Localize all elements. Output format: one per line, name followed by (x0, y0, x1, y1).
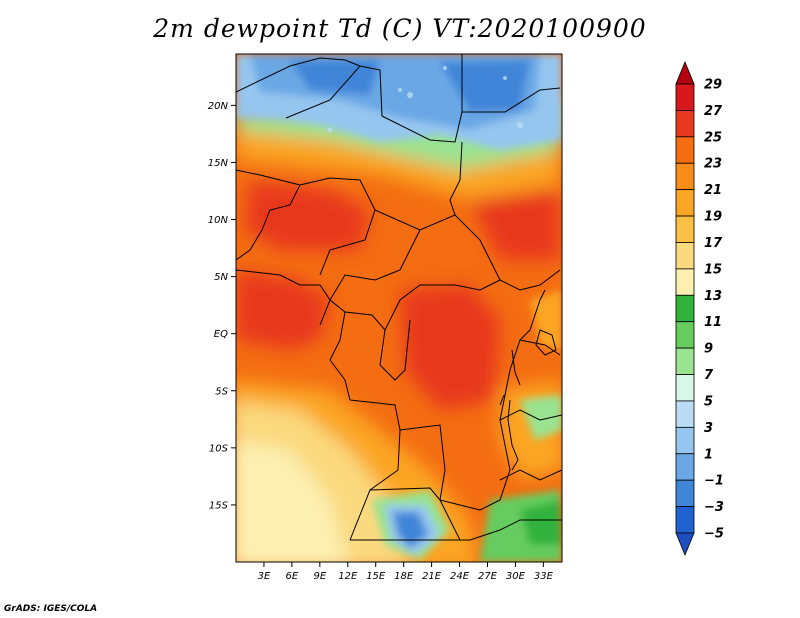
colorbar-band (675, 321, 695, 349)
colorbar-label: −5 (704, 527, 724, 542)
colorbar-label: 7 (704, 368, 714, 383)
colorbar-band (675, 426, 695, 455)
lon-tick-label: 15E (366, 571, 386, 582)
colorbar-band (675, 242, 695, 270)
colorbar-label: 1 (704, 447, 713, 462)
colorbar-band (675, 400, 695, 428)
lat-tick-label: 10S (209, 443, 229, 454)
colorbar-label: −1 (704, 474, 724, 489)
colorbar-label: 27 (704, 104, 723, 119)
lon-tick-label: 30E (506, 571, 526, 582)
colorbar-label: 29 (704, 78, 722, 93)
lat-tick-label: 20N (208, 101, 229, 112)
lat-tick-label: 5N (214, 272, 228, 283)
colorbar-band (675, 60, 695, 85)
grads-credit: GrADS: IGES/COLA (4, 604, 98, 614)
colorbar-label: 11 (704, 315, 722, 330)
lon-tick-label: 18E (394, 571, 414, 582)
colorbar-label: 9 (704, 342, 713, 357)
colorbar-label: 21 (704, 183, 722, 198)
lon-tick-label: 33E (534, 571, 554, 582)
colorbar-band (675, 110, 695, 138)
colorbar-band (675, 189, 695, 217)
lon-tick-label: 27E (478, 571, 498, 582)
map-frame (235, 53, 563, 563)
lon-tick-label: 6E (286, 571, 299, 582)
colorbar-label: 23 (704, 157, 722, 172)
colorbar-band (675, 479, 695, 507)
lat-tick-label: 5S (215, 386, 228, 397)
colorbar-label: 15 (704, 262, 722, 277)
longitude-axis: 3E 6E 9E 12E 15E 18E 21E 24E 27E 30E 33E (258, 562, 554, 582)
colorbar-band (675, 268, 695, 296)
colorbar-band (675, 506, 695, 534)
lon-tick-label: 12E (338, 571, 358, 582)
dewpoint-field (236, 54, 562, 562)
colorbar-label: 17 (704, 236, 723, 251)
lon-tick-label: 21E (422, 571, 442, 582)
colorbar-band (675, 294, 695, 323)
lat-tick-label: 10N (208, 215, 229, 226)
lat-tick-label: 15S (209, 500, 229, 511)
colorbar-label: 25 (704, 130, 722, 145)
map-title: 2m dewpoint Td (C) VT:2020100900 (153, 14, 647, 43)
lon-tick-label: 24E (450, 571, 470, 582)
colorbar-band (675, 347, 695, 375)
colorbar: 29 27 25 23 21 19 17 15 13 11 9 7 5 3 1 −1 −3 −5 (675, 60, 724, 557)
colorbar-band (675, 215, 695, 243)
colorbar-label: 3 (704, 421, 713, 436)
lat-tick-label: 15N (208, 158, 229, 169)
colorbar-label: −3 (704, 500, 724, 515)
lon-tick-label: 9E (313, 571, 326, 582)
lon-tick-label: 3E (258, 571, 271, 582)
colorbar-label: 13 (704, 289, 722, 304)
colorbar-band (675, 162, 695, 191)
colorbar-band (675, 374, 695, 402)
lat-tick-label: EQ (214, 329, 228, 340)
colorbar-band (675, 532, 695, 557)
colorbar-band (675, 83, 695, 111)
colorbar-band (675, 136, 695, 164)
latitude-axis: 20N 15N 10N 5N EQ 5S 10S 15S (208, 101, 236, 511)
colorbar-label: 19 (704, 210, 722, 225)
colorbar-label: 5 (704, 394, 713, 409)
colorbar-band (675, 453, 695, 481)
